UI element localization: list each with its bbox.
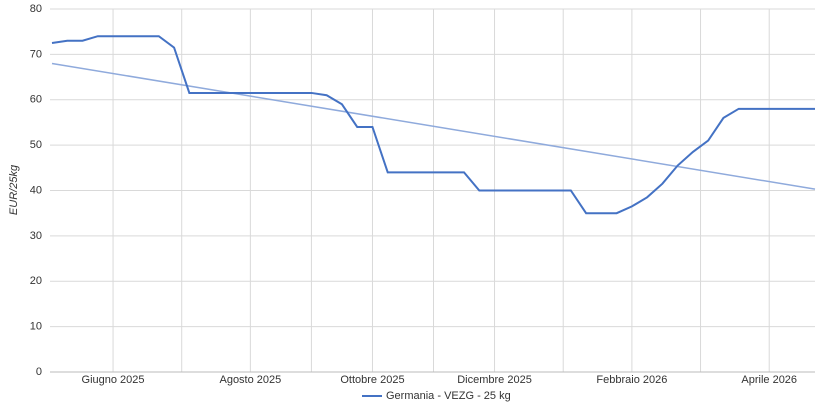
y-tick-label: 20 — [30, 275, 42, 287]
y-tick-label: 0 — [36, 366, 42, 378]
legend-label: Germania - VEZG - 25 kg — [386, 390, 511, 402]
y-tick-label: 70 — [30, 48, 42, 60]
x-tick-label: Giugno 2025 — [82, 374, 145, 386]
y-tick-label: 80 — [30, 3, 42, 15]
x-tick-label: Dicembre 2025 — [457, 374, 532, 386]
y-tick-label: 30 — [30, 230, 42, 242]
y-tick-label: 40 — [30, 184, 42, 196]
trend-line — [51, 62, 816, 190]
data-line — [51, 35, 815, 215]
x-tick-label: Aprile 2026 — [741, 374, 797, 386]
y-tick-label: 10 — [30, 321, 42, 333]
y-tick-label: 50 — [30, 139, 42, 151]
y-tick-label: 60 — [30, 94, 42, 106]
x-tick-label: Ottobre 2025 — [340, 374, 404, 386]
x-tick-label: Agosto 2025 — [219, 374, 281, 386]
x-tick-label: Febbraio 2026 — [596, 374, 667, 386]
y-axis-label: EUR/25kg — [8, 164, 20, 215]
